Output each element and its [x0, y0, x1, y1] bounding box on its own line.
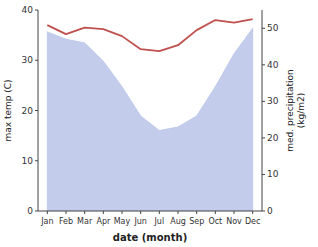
y-axis-label: max temp (C) [3, 79, 13, 141]
y2-tick [262, 64, 265, 65]
y2-tick [262, 137, 265, 138]
x-tick-label: Dec [245, 217, 260, 226]
y2-axis-label: med. precipitation(kg/m2) [285, 69, 305, 151]
y2-axis-label-line: (kg/m2) [296, 93, 306, 128]
x-tick [159, 211, 160, 214]
y2-tick-label: 20 [267, 133, 279, 143]
y-tick-label: 40 [22, 5, 34, 15]
y-tick [35, 160, 38, 161]
x-tick-label: Mar [77, 217, 93, 226]
x-tick-label: May [114, 217, 131, 226]
x-tick-label: Oct [208, 217, 222, 226]
y2-tick-label: 40 [267, 60, 279, 70]
y2-tick [262, 101, 265, 102]
right-axis-line [262, 10, 263, 211]
x-tick [252, 211, 253, 214]
y-tick [35, 10, 38, 11]
x-tick [196, 211, 197, 214]
x-tick-label: Jul [154, 217, 165, 226]
x-tick [47, 211, 48, 214]
x-tick-label: Nov [226, 217, 242, 226]
x-tick [122, 211, 123, 214]
y-tick [35, 110, 38, 111]
y-tick [35, 60, 38, 61]
chart: 0 10 20 30 40 0 10 20 30 40 50 Jan Feb MarAprMayJun Ju… [0, 0, 318, 247]
x-tick-label: Apr [96, 217, 111, 226]
y2-tick [262, 211, 265, 212]
x-tick-label: Feb [59, 217, 73, 226]
x-tick [66, 211, 67, 214]
x-tick-label: Jan [40, 217, 53, 226]
y-tick [35, 211, 38, 212]
temp-line [47, 19, 252, 51]
y-tick-label: 20 [22, 106, 34, 116]
precip-area [47, 28, 252, 211]
y-tick-label: 30 [22, 55, 34, 65]
x-tick-label: Sep [189, 217, 204, 226]
y2-axis-label-line: med. precipitation [285, 69, 295, 151]
y2-tick-label: 0 [267, 206, 273, 216]
x-axis-label: date (month) [113, 232, 187, 243]
x-tick [84, 211, 85, 214]
y-tick-label: 10 [22, 156, 34, 166]
x-tick [140, 211, 141, 214]
y2-tick-label: 30 [267, 96, 279, 106]
x-tick [234, 211, 235, 214]
x-tick-label: Jun [133, 217, 147, 226]
y-tick-label: 0 [27, 206, 33, 216]
x-tick [178, 211, 179, 214]
y2-tick-label: 50 [267, 23, 279, 33]
y2-tick [262, 174, 265, 175]
y2-tick-label: 10 [267, 169, 279, 179]
x-axis-line [38, 211, 262, 212]
x-tick [215, 211, 216, 214]
x-tick [103, 211, 104, 214]
y2-tick [262, 28, 265, 29]
x-tick-label: Aug [170, 217, 186, 226]
plot-area [47, 19, 252, 211]
